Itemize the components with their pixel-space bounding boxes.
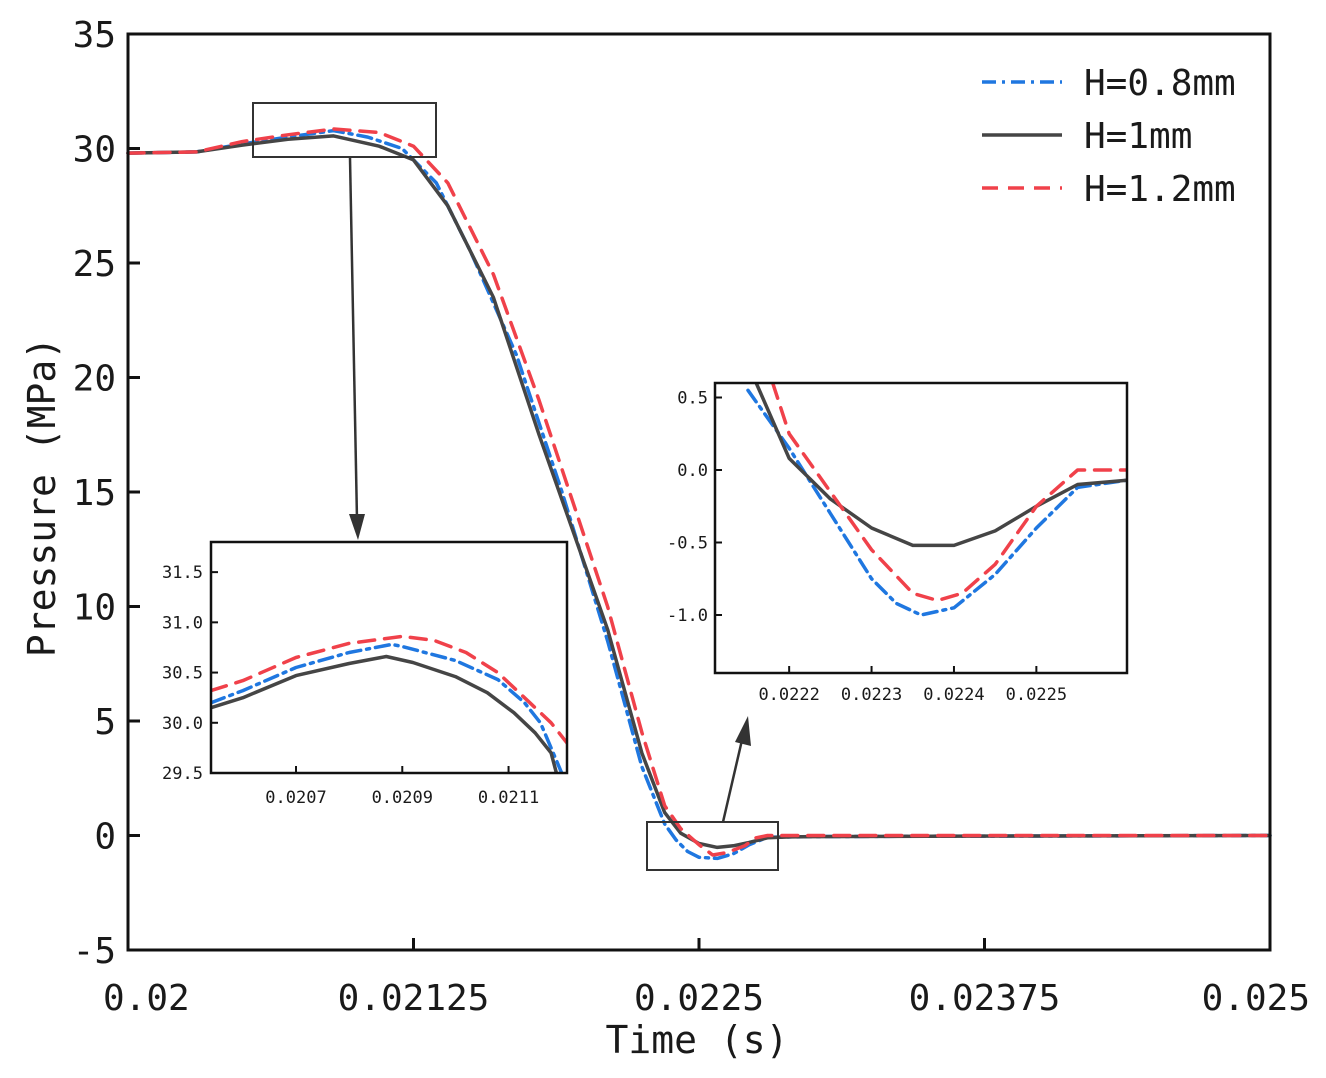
x-axis-title: Time (s) [605,1018,788,1062]
inset-series-line [754,383,1127,548]
legend-label: H=0.8mm [1084,63,1236,104]
y-axis-title: Pressure (MPa) [20,337,64,657]
inset-y-tick-label: 29.5 [162,764,203,784]
y-tick-label: 25 [73,244,116,285]
inset-series-line [746,388,1127,617]
x-tick-label: 0.0225 [634,978,764,1019]
inset-background [715,383,1127,673]
y-tick-label: 10 [73,588,116,629]
x-tick-label: 0.02125 [338,978,490,1019]
inset-series-line [211,642,564,773]
inset-y-tick-label: 31.0 [162,613,203,633]
zoom-box-peak [252,102,437,158]
inset-zoom-dip: 0.5 0.0 -0.5 -1.0 0.0222 0.0223 0.0224 0.0225 [667,381,1129,705]
legend-label: H=1mm [1084,116,1192,157]
y-tick-label: 5 [94,702,116,743]
y-tick-label: -5 [73,931,116,972]
zoom-box-dip [646,821,779,871]
inset-x-tick-label: 0.0224 [923,685,984,705]
zoom-arrowhead-dip [735,716,751,746]
inset-x-tick-label: 0.0225 [1006,685,1067,705]
inset-y-tick-label: 30.5 [162,664,203,684]
inset-y-tick-label: 30.0 [162,714,203,734]
inset-x-tick-label: 0.0222 [758,685,819,705]
inset-y-tick-label: 31.5 [162,563,203,583]
y-tick-label: 15 [73,473,116,514]
y-tick-label: 0 [94,817,116,858]
zoom-arrow-dip [721,739,744,823]
legend-label: H=1.2mm [1084,169,1236,210]
inset-y-tick-label: -1.0 [667,606,708,626]
zoom-arrowhead-peak [349,514,365,540]
y-tick-label: 30 [73,130,116,171]
inset-series-line [770,383,1127,603]
inset-x-tick-label: 0.0207 [265,788,326,808]
y-tick-label: 20 [73,359,116,400]
inset-x-tick-label: 0.0223 [841,685,902,705]
inset-frame [209,540,569,775]
inset-frame [713,381,1129,675]
series-line-h-1-2mm [126,127,1272,857]
inset-y-tick-label: 0.5 [677,389,708,409]
x-tick-label: 0.02375 [909,978,1061,1019]
plot-frame [126,32,1272,952]
inset-series-line [211,654,559,773]
inset-y-tick-label: 0.0 [677,461,708,481]
inset-zoom-peak: 29.5 30.0 30.5 31.0 31.5 0.0207 0.0209 0.0211 [162,540,569,808]
y-tick-label: 35 [73,15,116,56]
inset-y-tick-label: -0.5 [667,534,708,554]
inset-x-tick-label: 0.0211 [478,788,539,808]
zoom-arrow-peak [348,157,359,521]
x-tick-label: 0.025 [1202,978,1310,1019]
x-tick-label: 0.02 [103,978,190,1019]
inset-x-tick-label: 0.0209 [372,788,433,808]
